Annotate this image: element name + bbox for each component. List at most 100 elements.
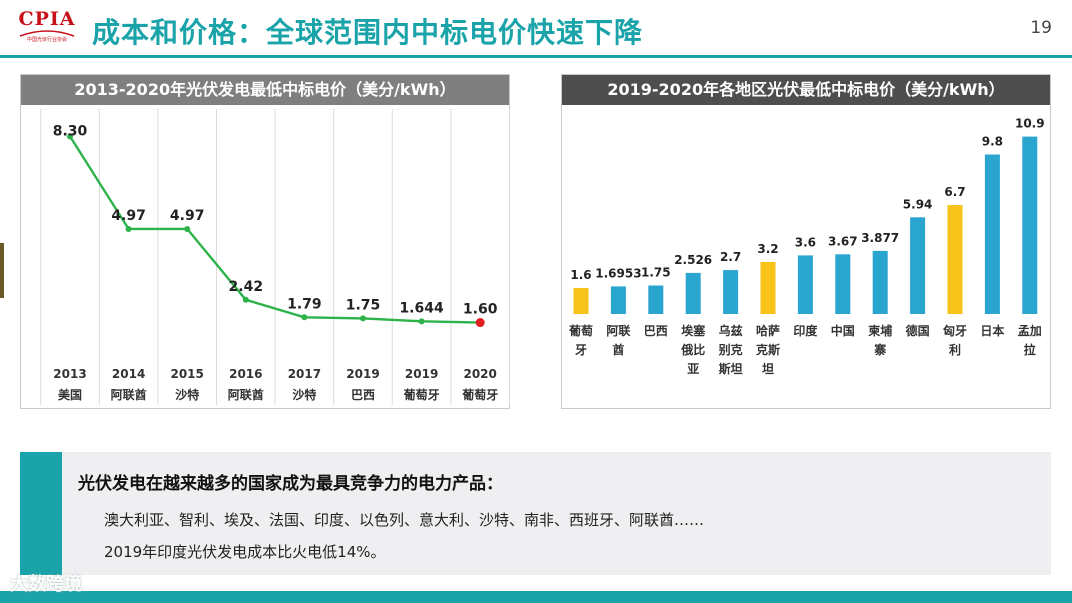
bar-value-label: 5.94 [903, 197, 933, 211]
line-chart-title: 2013-2020年光伏发电最低中标电价（美分/kWh） [21, 75, 509, 105]
region-tick-label: 俄比 [680, 342, 705, 357]
region-tick-label: 克斯 [756, 342, 780, 357]
country-tick-label: 阿联酋 [228, 387, 264, 402]
bar-value-label: 2.526 [674, 253, 712, 267]
region-tick-label: 酋 [612, 342, 624, 357]
price-bar [760, 261, 776, 314]
title-divider [0, 55, 1072, 58]
region-tick-label: 阿联 [606, 324, 630, 338]
region-tick-label: 孟加 [1018, 323, 1042, 338]
region-tick-label: 哈萨 [756, 323, 780, 338]
side-handle[interactable] [0, 243, 4, 298]
bar-chart-title: 2019-2020年各地区光伏最低中标电价（美分/kWh） [562, 75, 1050, 105]
region-tick-label: 乌兹 [719, 323, 743, 338]
price-data-label: 1.644 [399, 300, 444, 316]
price-bar [984, 154, 1000, 314]
year-tick-label: 2015 [170, 367, 203, 381]
bar-value-label: 9.8 [982, 135, 1003, 149]
year-tick-label: 2016 [229, 367, 262, 381]
price-data-label: 8.30 [53, 123, 88, 139]
price-data-label: 4.97 [111, 208, 146, 224]
region-tick-label: 牙 [575, 343, 587, 357]
region-tick-label: 葡萄 [568, 323, 593, 338]
price-point [418, 318, 425, 325]
summary-india-note: 2019年印度光伏发电成本比火电低14%。 [104, 543, 386, 561]
price-point [301, 314, 308, 321]
price-bar [947, 205, 963, 314]
year-tick-label: 2014 [112, 367, 145, 381]
price-point [184, 225, 191, 232]
price-bar [610, 286, 626, 314]
country-tick-label: 葡萄牙 [461, 387, 498, 402]
region-tick-label: 拉 [1024, 342, 1036, 357]
country-tick-label: 沙特 [292, 387, 316, 402]
region-tick-label: 利 [949, 342, 961, 357]
year-tick-label: 2020 [463, 367, 496, 381]
bar-value-label: 6.7 [944, 185, 965, 199]
price-point [125, 225, 132, 232]
region-tick-label: 斯坦 [719, 361, 743, 376]
price-data-label: 2.42 [229, 279, 264, 295]
bar-value-label: 2.7 [720, 250, 741, 264]
price-bar [1022, 136, 1038, 314]
region-tick-label: 寨 [873, 342, 886, 357]
logo-swoosh-icon [19, 30, 75, 37]
bar-chart-panel: 2019-2020年各地区光伏最低中标电价（美分/kWh） 1.6 葡萄牙 1.69… [561, 74, 1051, 409]
price-point [242, 296, 249, 303]
logo-text: CPIA [18, 8, 76, 30]
price-bar [573, 288, 589, 314]
price-point [67, 133, 73, 140]
bar-value-label: 10.9 [1015, 117, 1045, 131]
region-tick-label: 印度 [793, 323, 818, 338]
price-data-label: 1.79 [287, 296, 322, 312]
summary-accent-bar [20, 452, 62, 575]
region-tick-label: 坦 [762, 362, 774, 376]
region-tick-label: 中国 [831, 323, 855, 338]
bottom-bar [0, 591, 1072, 603]
country-tick-label: 沙特 [175, 387, 199, 402]
summary-box: 光伏发电在越来越多的国家成为最具竞争力的电力产品： 澳大利亚、智利、埃及、法国、… [20, 452, 1051, 575]
bar-value-label: 3.67 [828, 234, 858, 248]
region-tick-label: 匈牙 [942, 323, 967, 338]
price-bar [835, 254, 851, 314]
region-tick-label: 别克 [718, 342, 743, 357]
bar-value-label: 1.6953 [595, 266, 641, 280]
summary-country-list: 澳大利亚、智利、埃及、法国、印度、以色列、意大利、沙特、南非、西班牙、阿联酋…… [104, 511, 705, 529]
bar-value-label: 3.6 [795, 235, 816, 249]
price-bar [685, 272, 701, 314]
summary-title: 光伏发电在越来越多的国家成为最具竞争力的电力产品： [78, 474, 503, 494]
region-tick-label: 巴西 [644, 324, 668, 338]
year-tick-label: 2017 [288, 367, 321, 381]
line-chart: 8.30 4.97 4.97 2.42 1.79 1.75 1.644 1.60 2013 美国 2… [40, 109, 510, 405]
region-tick-label: 柬埔 [867, 323, 892, 338]
page-number: 19 [1030, 18, 1052, 38]
bar-value-label: 3.2 [757, 242, 778, 256]
year-tick-label: 2019 [405, 367, 438, 381]
country-tick-label: 巴西 [351, 388, 375, 402]
price-bar [648, 285, 664, 314]
price-series-line [68, 135, 481, 324]
cpia-logo: CPIA 中国光伏行业协会 [12, 6, 82, 46]
price-data-label: 4.97 [170, 208, 205, 224]
price-bar [723, 270, 739, 314]
bar-value-label: 3.877 [861, 231, 899, 245]
bar-value-label: 1.75 [641, 266, 671, 280]
region-tick-label: 日本 [980, 323, 1004, 338]
country-tick-label: 阿联酋 [111, 387, 147, 402]
page-title: 成本和价格：全球范围内中标电价快速下降 [92, 16, 644, 49]
region-tick-label: 埃塞 [681, 323, 706, 338]
line-chart-panel: 2013-2020年光伏发电最低中标电价（美分/kWh） 8.30 4.97 4.9… [20, 74, 510, 409]
price-bar [872, 250, 888, 314]
price-data-label: 1.60 [463, 302, 498, 318]
year-tick-label: 2013 [53, 367, 86, 381]
price-point [360, 315, 366, 322]
price-data-label: 1.75 [346, 297, 381, 313]
country-tick-label: 美国 [58, 387, 82, 402]
latest-price-point [475, 318, 485, 328]
region-tick-label: 德国 [906, 323, 930, 338]
watermark: 大数跨境 [10, 574, 82, 595]
price-bar [910, 217, 926, 314]
price-bar [797, 255, 813, 314]
bar-value-label: 1.6 [570, 268, 591, 282]
